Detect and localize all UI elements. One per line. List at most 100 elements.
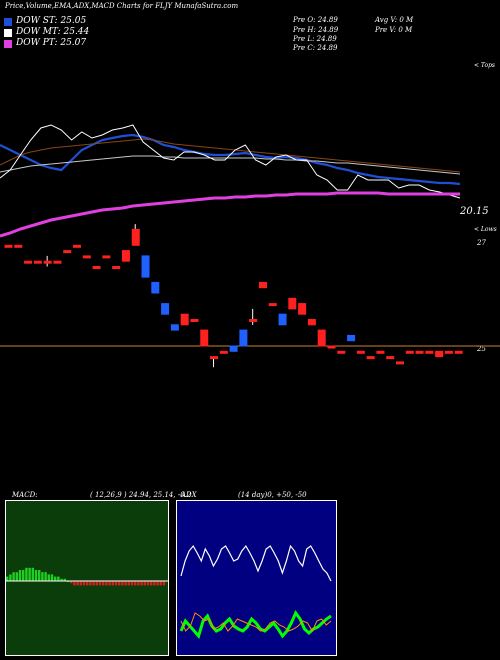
- candle-body: [53, 260, 62, 264]
- candle-body: [278, 313, 287, 326]
- macd-bar: [47, 574, 50, 581]
- candle-body: [33, 260, 42, 264]
- macd-bar: [50, 574, 54, 581]
- candle-body: [454, 350, 463, 354]
- candle-body: [229, 345, 238, 352]
- ema-short-line: [0, 133, 461, 186]
- stat-pre-close: Pre C: 24.89: [293, 44, 338, 52]
- legend-pt-swatch: [4, 40, 12, 48]
- macd-bar: [150, 581, 153, 586]
- macd-bar: [44, 572, 47, 581]
- macd-bar: [54, 576, 57, 581]
- candle-body: [102, 255, 111, 259]
- macd-bar: [73, 581, 76, 586]
- adx-params: (14 day)0, +50, -50: [238, 491, 307, 499]
- adx-panel: [176, 500, 337, 656]
- macd-bar: [70, 581, 73, 584]
- macd-bar: [130, 581, 134, 586]
- legend-mt: DOW MT: 25.44: [4, 27, 89, 37]
- candle-body: [288, 297, 297, 310]
- macd-bar: [102, 581, 105, 586]
- legend-pt: DOW PT: 25.07: [4, 38, 86, 48]
- ema-long-line: [0, 191, 460, 238]
- candle-body: [73, 244, 82, 248]
- macd-bar: [79, 581, 82, 586]
- macd-bar: [137, 581, 140, 586]
- macd-bar: [18, 570, 22, 581]
- macd-bar: [156, 581, 159, 586]
- candle-body: [219, 350, 228, 354]
- candle-body: [258, 281, 267, 289]
- stat-pre-low: Pre L: 24.89: [293, 35, 337, 43]
- candle-body: [317, 329, 326, 347]
- macd-bar: [41, 572, 44, 581]
- ema-long-line-group: [0, 191, 460, 238]
- stat-pre-high: Pre H: 24.89: [293, 26, 339, 34]
- stat-avg-volume: Avg V: 0 M: [375, 16, 414, 24]
- legend-st: DOW ST: 25.05: [4, 16, 86, 26]
- macd-bar: [31, 567, 34, 581]
- adx-title: ADX: [181, 491, 197, 499]
- stat-pre-volume: Pre V: 0 M: [375, 26, 413, 34]
- candle-body: [131, 228, 140, 246]
- stat-pre-open: Pre O: 24.89: [293, 16, 338, 24]
- candle-body: [307, 319, 316, 326]
- macd-params: ( 12,26,9 ) 24.94, 25.14, -0.2: [90, 491, 192, 499]
- macd-bar: [153, 581, 156, 586]
- adx-line: [180, 544, 332, 582]
- macd-bar: [108, 581, 111, 586]
- candle-body: [376, 350, 385, 354]
- legend-pt-label: DOW PT: 25.07: [16, 38, 87, 48]
- ema-overlay: [0, 124, 461, 199]
- plus-di-line: [179, 610, 332, 640]
- candle-body: [386, 356, 395, 360]
- candle-body: [63, 250, 72, 254]
- candle-body: [405, 350, 414, 354]
- macd-bar: [159, 581, 162, 586]
- macd-bar: [22, 570, 25, 581]
- candle-body: [327, 345, 336, 349]
- candle-body: [180, 313, 189, 326]
- macd-bar: [38, 570, 41, 581]
- candle-body: [395, 361, 404, 365]
- macd-bar: [28, 567, 31, 581]
- candle-body: [249, 319, 258, 322]
- candle-body: [200, 329, 209, 347]
- macd-plot: [6, 567, 168, 586]
- macd-bar: [124, 581, 127, 586]
- candle-body: [141, 255, 150, 278]
- candle-body: [268, 303, 277, 307]
- macd-bar: [111, 581, 114, 586]
- candle-body: [210, 356, 219, 360]
- macd-bar: [63, 578, 66, 581]
- macd-bar: [127, 581, 130, 586]
- macd-bar: [143, 581, 146, 586]
- macd-bar: [98, 581, 102, 586]
- macd-bar: [6, 576, 9, 581]
- macd-bar: [121, 581, 124, 586]
- price-label: 20.15: [460, 206, 489, 217]
- candle-body: [161, 303, 170, 315]
- candle-body: [151, 281, 160, 294]
- candle-body: [190, 319, 199, 322]
- macd-bar: [9, 574, 12, 581]
- candle-body: [121, 250, 130, 262]
- price-line: [0, 124, 461, 199]
- candle-body: [92, 266, 101, 269]
- candle-body: [4, 244, 13, 248]
- candle-body: [435, 350, 444, 358]
- candle-body: [356, 350, 365, 354]
- macd-bar: [114, 581, 118, 586]
- macd-bar: [15, 572, 18, 581]
- macd-bar: [82, 581, 86, 586]
- legend-st-swatch: [4, 18, 12, 26]
- macd-bar: [140, 581, 143, 586]
- macd-bar: [76, 581, 79, 586]
- legend-mt-swatch: [4, 29, 12, 37]
- legend-st-label: DOW ST: 25.05: [16, 16, 87, 26]
- legend-mt-label: DOW MT: 25.44: [16, 27, 90, 37]
- candle-body: [425, 350, 434, 354]
- macd-bar: [86, 581, 89, 586]
- candle-body: [170, 324, 179, 331]
- candle-body: [298, 303, 307, 315]
